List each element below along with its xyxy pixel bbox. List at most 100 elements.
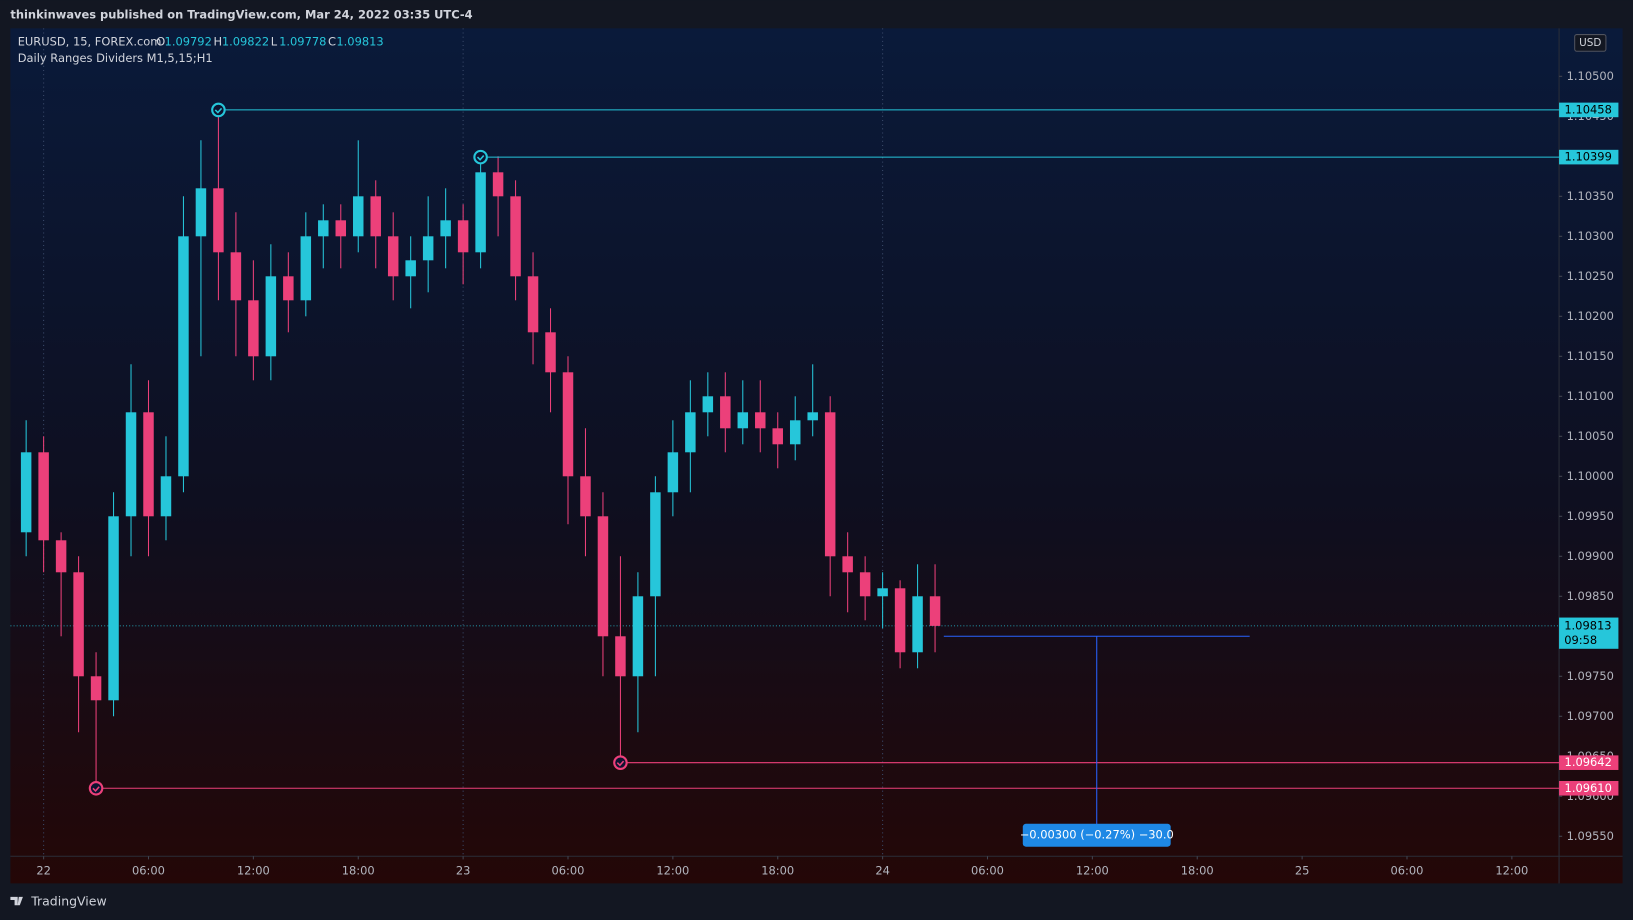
- y-tick-label: 1.10300: [1567, 229, 1614, 243]
- last-price-label: 1.09813: [1564, 618, 1611, 632]
- candle-body: [387, 236, 399, 277]
- last-price-tag: [1559, 617, 1619, 649]
- candle-body: [73, 572, 84, 677]
- ohlc-key: L: [271, 34, 278, 48]
- x-tick-label: 12:00: [237, 863, 270, 877]
- candle-body: [597, 516, 609, 637]
- level-marker: [613, 755, 628, 770]
- candle-body: [562, 372, 574, 477]
- candle-body: [667, 452, 679, 493]
- level-marker-icon: [476, 155, 485, 161]
- level-tag-label: 1.10399: [1565, 150, 1612, 164]
- candle-body: [859, 572, 871, 597]
- candle-body: [615, 636, 626, 677]
- candle-body: [265, 276, 277, 357]
- candle-body: [370, 196, 381, 237]
- level-tag: [1559, 102, 1619, 118]
- level-tag: [1559, 149, 1619, 165]
- y-tick-label: 1.10500: [1567, 69, 1614, 83]
- candle-body: [405, 260, 416, 277]
- level-tag: [1559, 755, 1619, 770]
- candle-body: [300, 236, 312, 301]
- x-tick-label: 22: [36, 863, 51, 877]
- x-tick-label: 12:00: [656, 863, 689, 877]
- candle-body: [457, 220, 469, 253]
- candle-body: [720, 396, 731, 429]
- x-tick-label: 24: [875, 863, 890, 877]
- ohlc-value: 1.09778: [279, 34, 326, 48]
- measure-label: −0.00300 (−0.27%) −30.0: [1020, 828, 1174, 842]
- y-tick-label: 1.10250: [1567, 269, 1614, 283]
- candle-body: [55, 540, 67, 573]
- candle-body: [632, 596, 644, 677]
- candle-body: [38, 452, 49, 541]
- x-tick-label: 18:00: [761, 863, 794, 877]
- ohlc-key: O: [156, 34, 165, 48]
- ohlc-value: 1.09792: [165, 34, 212, 48]
- candle-body: [510, 196, 521, 277]
- candle-body: [108, 516, 119, 701]
- x-tick-label: 06:00: [1391, 863, 1424, 877]
- x-tick-label: 12:00: [1076, 863, 1109, 877]
- candle-body: [90, 676, 102, 701]
- ohlc-key: C: [328, 34, 336, 48]
- level-tag-label: 1.10458: [1565, 102, 1612, 116]
- candle-body: [422, 236, 434, 261]
- y-tick-label: 1.09950: [1567, 509, 1614, 523]
- x-tick-label: 25: [1295, 863, 1310, 877]
- y-tick-label: 1.09750: [1567, 669, 1614, 683]
- candle-body: [195, 188, 207, 237]
- y-tick-label: 1.10100: [1567, 389, 1614, 403]
- candle-body: [929, 596, 941, 626]
- candle-body: [248, 300, 259, 357]
- x-tick-label: 06:00: [132, 863, 165, 877]
- candle-body: [580, 476, 591, 517]
- y-tick-label: 1.09900: [1567, 549, 1614, 563]
- candle-body: [335, 220, 347, 237]
- plot-background: [10, 28, 1623, 884]
- candle-body: [842, 556, 853, 573]
- level-marker-icon: [92, 786, 100, 793]
- candle-body: [353, 196, 364, 237]
- candle-body: [230, 252, 242, 301]
- x-tick-label: 12:00: [1495, 863, 1528, 877]
- candle-body: [702, 396, 714, 413]
- y-tick-label: 1.10200: [1567, 309, 1614, 323]
- currency-box: [1574, 34, 1607, 52]
- ohlc-value: 1.09822: [222, 34, 269, 48]
- candle-body: [545, 332, 556, 373]
- currency: USD: [1579, 37, 1601, 49]
- candle-body: [894, 588, 906, 653]
- candle-body: [737, 412, 749, 429]
- candle-body: [20, 452, 32, 533]
- y-tick-label: 1.09550: [1567, 829, 1614, 843]
- y-tick-label: 1.09700: [1567, 709, 1614, 723]
- x-tick-label: 23: [456, 863, 471, 877]
- candle-body: [492, 172, 504, 197]
- candle-body: [143, 412, 154, 517]
- candle-body: [527, 276, 539, 333]
- x-tick-label: 06:00: [971, 863, 1004, 877]
- level-tag-label: 1.09642: [1565, 755, 1612, 769]
- candle-body: [125, 412, 137, 517]
- candle-body: [807, 412, 818, 421]
- candle-body: [318, 220, 329, 237]
- y-tick-label: 1.10350: [1567, 189, 1614, 203]
- indicator: Daily Ranges Dividers M1,5,15;H1: [18, 51, 213, 65]
- countdown: 09:58: [1564, 633, 1597, 647]
- candle-body: [912, 596, 923, 653]
- measure-box: [1022, 823, 1171, 847]
- ohlc-value: 1.09813: [336, 34, 383, 48]
- candle-body: [160, 476, 172, 517]
- y-tick-label: 1.10150: [1567, 349, 1614, 363]
- y-tick-label: 1.10050: [1567, 429, 1614, 443]
- x-tick-label: 18:00: [342, 863, 375, 877]
- candle-body: [789, 420, 801, 445]
- symbol: EURUSD, 15, FOREX.com: [18, 34, 162, 48]
- level-tag: [1559, 780, 1619, 796]
- y-tick-label: 1.10000: [1567, 469, 1614, 483]
- level-marker: [88, 780, 104, 796]
- level-tag-label: 1.09610: [1565, 781, 1612, 795]
- candle-body: [178, 236, 189, 477]
- candle-body: [650, 492, 661, 597]
